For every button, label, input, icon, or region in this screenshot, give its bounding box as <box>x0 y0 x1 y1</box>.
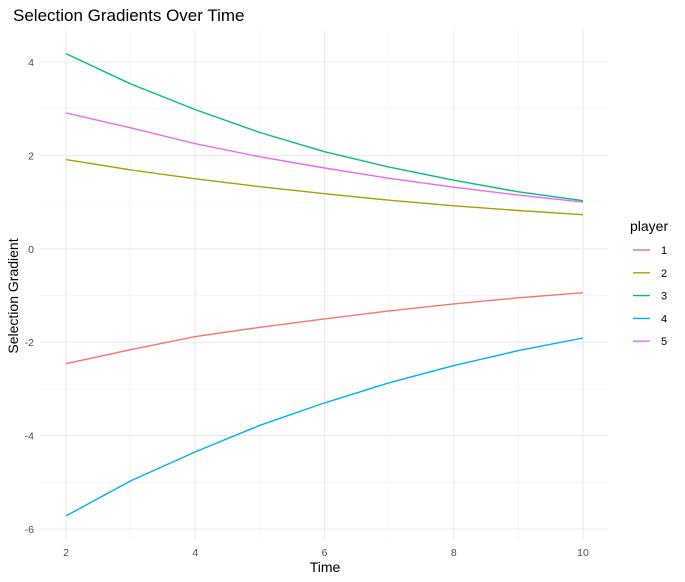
series-line-player-2 <box>65 158 584 216</box>
y-tick-label: -2 <box>25 337 34 349</box>
plot-panel <box>40 30 608 540</box>
legend-label: 2 <box>661 268 667 280</box>
y-tick-label: -4 <box>25 431 34 443</box>
legend-item-player-1: 1 <box>633 245 667 257</box>
y-axis-tick-labels: -6 -4 -2 0 2 4 <box>25 57 35 536</box>
legend-items: 1 2 3 4 5 <box>633 245 667 348</box>
chart-title: Selection Gradients Over Time <box>13 6 244 25</box>
x-axis-tick-labels: 2 4 6 8 10 <box>63 547 589 559</box>
y-tick-label: 2 <box>28 150 34 162</box>
legend-label: 4 <box>661 313 667 325</box>
x-tick-label: 10 <box>577 547 589 559</box>
series-lines <box>65 52 584 517</box>
x-axis-title: Time <box>310 559 341 575</box>
x-tick-label: 4 <box>192 547 198 559</box>
y-tick-label: 4 <box>28 57 34 69</box>
legend-label: 3 <box>661 291 667 303</box>
legend: player 1 2 3 4 5 <box>630 218 668 348</box>
y-tick-label: -6 <box>25 524 34 536</box>
legend-label: 5 <box>661 336 667 348</box>
legend-item-player-2: 2 <box>633 268 667 280</box>
legend-item-player-3: 3 <box>633 291 667 303</box>
series-line-player-5 <box>65 112 584 203</box>
legend-label: 1 <box>661 245 667 257</box>
legend-title: player <box>630 218 668 234</box>
series-line-player-1 <box>65 292 584 365</box>
y-axis-title: Selection Gradient <box>5 238 21 353</box>
legend-item-player-5: 5 <box>633 336 667 348</box>
x-tick-label: 8 <box>451 547 457 559</box>
legend-item-player-4: 4 <box>633 313 667 325</box>
x-tick-label: 6 <box>322 547 328 559</box>
x-tick-label: 2 <box>63 547 69 559</box>
series-line-player-3 <box>65 52 584 202</box>
y-tick-label: 0 <box>28 244 34 256</box>
series-line-player-4 <box>65 337 584 517</box>
major-gridlines <box>40 30 608 540</box>
